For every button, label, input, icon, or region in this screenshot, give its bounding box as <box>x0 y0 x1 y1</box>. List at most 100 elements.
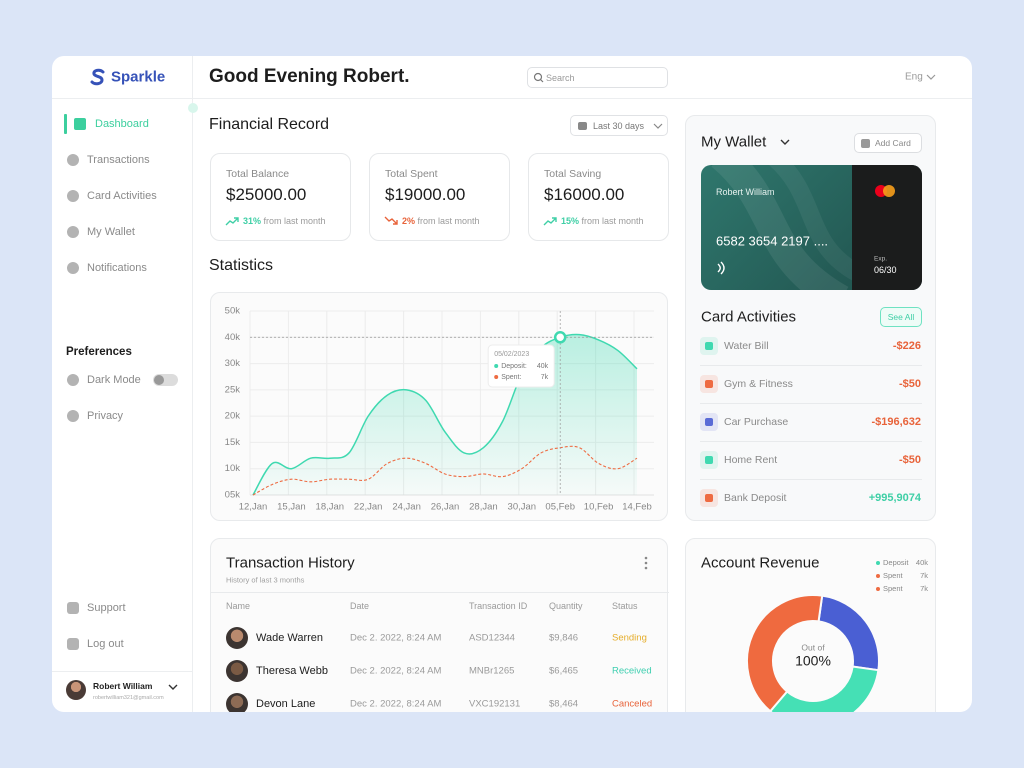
user-chevron[interactable] <box>168 683 178 691</box>
row-status: Sending <box>612 632 647 644</box>
menu-label: Card Activities <box>87 190 157 202</box>
legend-value: 7k <box>920 571 928 580</box>
preference-item[interactable]: Dark Mode <box>52 368 192 392</box>
brand-name: Sparkle <box>111 68 166 86</box>
preference-item[interactable]: Privacy <box>52 404 192 428</box>
search-box[interactable]: Search <box>527 67 668 88</box>
see-all-button[interactable]: See All <box>880 307 922 327</box>
statistics-chart: 12,Jan 15,Jan 18,Jan 22,Jan 24,Jan 26,Jan 28,J… <box>225 306 654 513</box>
tooltip-dot <box>494 364 499 368</box>
legend-name: Spent <box>883 584 904 593</box>
x-tick-label: 10,Feb <box>584 502 614 513</box>
card-exp: 06/30 <box>874 265 897 275</box>
table-row[interactable]: Devon Lane Dec 2. 2022, 8:24 AM VXC192131 $… <box>211 689 667 712</box>
menu-item[interactable]: Card Activities <box>52 184 192 208</box>
activity-item[interactable]: Gym & Fitness -$50 <box>686 369 935 404</box>
trend-row: 2% from last month <box>402 216 480 226</box>
collapse-button[interactable] <box>188 103 198 113</box>
activity-glyph <box>705 380 713 388</box>
activity-item[interactable]: Home Rent -$50 <box>686 445 935 480</box>
preference-label: Dark Mode <box>87 374 141 386</box>
activity-divider <box>700 403 922 404</box>
preference-label: Privacy <box>87 410 124 422</box>
row-id: ASD12344 <box>469 632 515 644</box>
card-brand-logo <box>875 185 895 197</box>
section-title: Statistics <box>209 257 274 274</box>
trend-arrow <box>225 217 239 226</box>
activity-name: Car Purchase <box>724 416 789 428</box>
wallet-chevron[interactable] <box>780 138 790 146</box>
statistics-panel: 12,Jan 15,Jan 18,Jan 22,Jan 24,Jan 26,Jan 28,J… <box>210 292 668 521</box>
period-dropdown[interactable]: Last 30 days <box>570 115 668 136</box>
trend-row: 31% from last month <box>243 216 326 226</box>
donut-segment <box>768 665 880 712</box>
language-chevron <box>926 74 936 80</box>
x-tick-label: 14,Feb <box>622 502 652 513</box>
card-amount: $25000.00 <box>226 185 307 204</box>
menu-item[interactable]: Transactions <box>52 148 192 172</box>
trend-note: from last month <box>581 216 644 226</box>
card-number: 6582 3654 2197 .... <box>716 233 829 249</box>
user-email: robertwilliam321@gmail.com <box>93 695 164 701</box>
card-label: Total Saving <box>544 168 602 180</box>
tooltip-dot <box>494 375 499 379</box>
brand-logo <box>90 68 105 86</box>
activity-amount: -$226 <box>892 340 921 352</box>
more-button[interactable] <box>643 556 649 570</box>
activity-item[interactable]: Water Bill -$226 <box>686 331 935 366</box>
toggle-knob <box>154 375 164 385</box>
footer-item[interactable]: Support <box>52 596 192 620</box>
table-row[interactable]: Theresa Webb Dec 2. 2022, 8:24 AM MNBr1265… <box>211 656 667 686</box>
calendar-icon <box>578 122 587 130</box>
activity-amount: -$196,632 <box>871 416 921 428</box>
activity-item[interactable]: Car Purchase -$196,632 <box>686 407 935 442</box>
x-tick-label: 28,Jan <box>469 502 498 513</box>
add-icon <box>861 139 870 148</box>
panel-subtitle: History of last 3 months <box>226 575 305 585</box>
menu-item[interactable]: Notifications <box>52 256 192 280</box>
x-tick-label: 18,Jan <box>316 502 345 513</box>
activity-item[interactable]: Bank Deposit +995,9074 <box>686 483 935 513</box>
legend-dot <box>876 587 880 591</box>
search-placeholder: Search <box>546 73 575 83</box>
trend-note: from last month <box>263 216 326 226</box>
menu-item[interactable]: Dashboard <box>52 112 192 136</box>
column-header: Transaction ID <box>469 601 528 611</box>
activity-icon <box>700 451 718 469</box>
table-row[interactable]: Wade Warren Dec 2. 2022, 8:24 AM ASD12344 $… <box>211 623 667 653</box>
row-date: Dec 2. 2022, 8:24 AM <box>350 632 442 644</box>
activity-divider <box>700 479 922 480</box>
preference-icon <box>67 374 79 386</box>
trend-arrow <box>543 217 557 226</box>
footer-item[interactable]: Log out <box>52 632 192 656</box>
dark-mode-toggle[interactable] <box>153 374 178 386</box>
y-tick-label: 30k <box>225 358 241 369</box>
row-name: Wade Warren <box>256 632 324 644</box>
legend-name: Spent <box>883 571 904 580</box>
greeting: Good Evening Robert. <box>209 66 410 87</box>
summary-card: Total Spent $19000.00 2% from last month <box>369 153 510 241</box>
row-date: Dec 2. 2022, 8:24 AM <box>350 665 442 677</box>
column-header: Name <box>226 601 251 611</box>
activity-divider <box>700 365 922 366</box>
trend-change: 2% <box>402 216 416 226</box>
trend-note: from last month <box>417 216 480 226</box>
menu-item[interactable]: My Wallet <box>52 220 192 244</box>
app-window: Dashboard Transactions Card Activities My W… <box>52 56 972 712</box>
language[interactable]: Eng <box>905 71 923 83</box>
row-quantity: $9,846 <box>549 632 579 644</box>
y-tick-label: 50k <box>225 306 241 317</box>
active-indicator <box>64 114 67 134</box>
summary-card: Total Saving $16000.00 15% from last month <box>528 153 669 241</box>
x-tick-label: 26,Jan <box>431 502 460 513</box>
legend-dot <box>876 561 880 565</box>
add-card-button[interactable]: Add Card <box>854 133 922 153</box>
activity-glyph <box>705 456 713 464</box>
panel-title: Transaction History <box>226 554 355 572</box>
activity-icon <box>700 337 718 355</box>
user-name: Robert William <box>93 681 153 691</box>
activity-name: Water Bill <box>724 340 769 352</box>
row-avatar <box>226 693 248 712</box>
bank-card[interactable]: Robert William 6582 3654 2197 .... Exp. … <box>701 165 922 290</box>
